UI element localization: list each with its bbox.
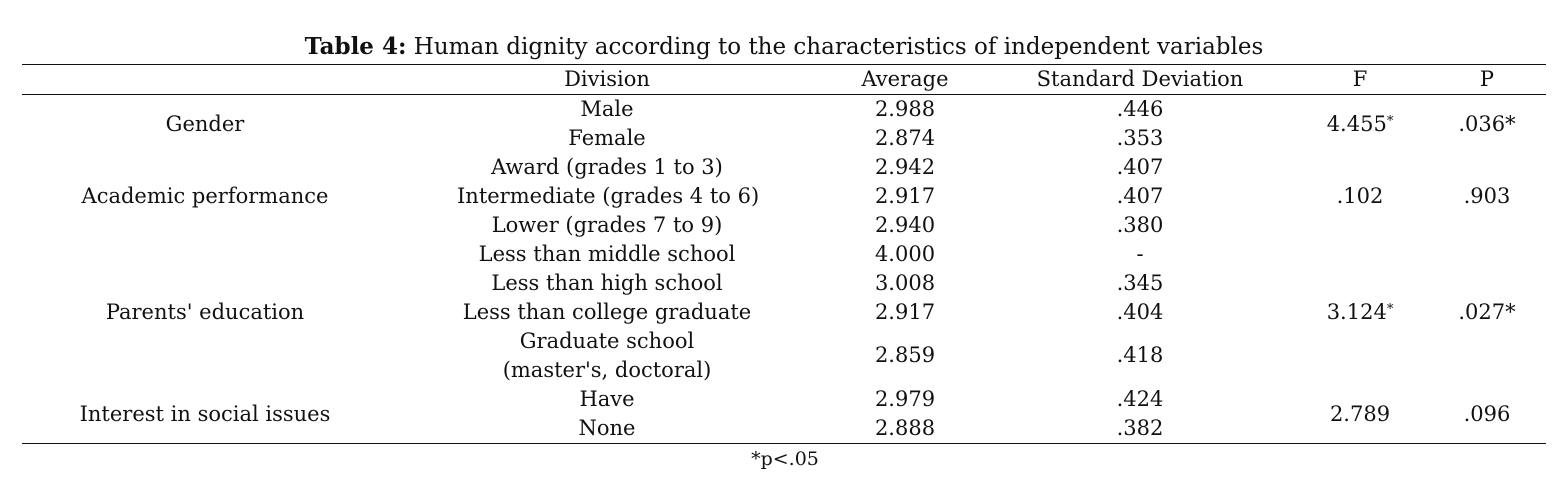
f-value-academic-performance: .102 (1310, 182, 1410, 211)
column-header-f: F (1352, 67, 1368, 91)
p-value: .027 (1458, 300, 1506, 324)
p-value-academic-performance: .903 (1437, 182, 1537, 211)
sd-cell: .353 (1116, 126, 1164, 150)
average-cell: 2.942 (874, 155, 936, 179)
division-cell: Less than college graduate (462, 300, 752, 324)
table-caption: Table 4: Human dignity according to the … (0, 32, 1568, 62)
sd-cell: .345 (1116, 271, 1164, 295)
division-cell: Have (579, 387, 635, 411)
average-cell: 2.940 (874, 213, 936, 237)
sd-cell: .407 (1116, 184, 1164, 208)
division-cell: Intermediate (grades 4 to 6) (457, 184, 760, 208)
f-value-gender: 4.455* (1310, 110, 1410, 139)
p-value-gender: .036* (1437, 110, 1537, 139)
division-cell: Less than middle school (478, 242, 736, 266)
f-value: .102 (1336, 184, 1384, 208)
average-cell: 2.917 (874, 300, 936, 324)
sd-cell: .407 (1116, 155, 1164, 179)
average-cell: 3.008 (874, 271, 936, 295)
division-cell: Graduate school (519, 329, 695, 353)
sd-cell: .418 (1116, 343, 1164, 367)
header-rule (22, 94, 1546, 95)
f-value: 2.789 (1329, 402, 1391, 426)
group-label-academic-performance: Academic performance (81, 184, 329, 208)
average-cell: 2.917 (874, 184, 936, 208)
column-header-division: Division (564, 67, 650, 91)
f-value-parents-education: 3.124* (1310, 298, 1410, 327)
p-value-parents-education: .027* (1437, 298, 1537, 327)
top-rule (22, 64, 1546, 65)
column-header-sd: Standard Deviation (1036, 67, 1244, 91)
table-caption-label: Table 4: (304, 33, 407, 60)
sd-cell: .404 (1116, 300, 1164, 324)
average-cell: 2.859 (874, 343, 936, 367)
average-cell: 4.000 (874, 242, 936, 266)
column-header-average: Average (861, 67, 949, 91)
group-label-interest-in-social-issues: Interest in social issues (79, 402, 331, 426)
division-cell: Lower (grades 7 to 9) (491, 213, 723, 237)
sd-cell: - (1136, 242, 1144, 266)
f-value: 4.455 (1326, 112, 1387, 136)
significance-mark: * (1505, 300, 1516, 324)
sd-cell: .424 (1116, 387, 1164, 411)
f-value-interest-in-social-issues: 2.789 (1310, 400, 1410, 429)
p-value-interest-in-social-issues: .096 (1437, 400, 1537, 429)
table-footnote: *p<.05 (751, 448, 819, 470)
group-label-gender: Gender (165, 112, 245, 136)
p-value: .036 (1458, 112, 1506, 136)
p-value: .096 (1463, 402, 1511, 426)
division-cell: Award (grades 1 to 3) (491, 155, 723, 179)
average-cell: 2.874 (874, 126, 936, 150)
division-cell: Female (568, 126, 646, 150)
p-value: .903 (1463, 184, 1511, 208)
significance-mark: * (1386, 302, 1394, 317)
significance-mark: * (1386, 114, 1394, 129)
column-header-p: P (1479, 67, 1495, 91)
division-cell: Male (580, 97, 634, 121)
bottom-rule (22, 443, 1546, 444)
average-cell: 2.888 (874, 416, 936, 440)
group-label-parents-education: Parents' education (105, 300, 305, 324)
sd-cell: .380 (1116, 213, 1164, 237)
division-cell: Less than high school (491, 271, 723, 295)
average-cell: 2.979 (874, 387, 936, 411)
division-cell-line2: (master's, doctoral) (502, 358, 712, 382)
table-caption-text: Human dignity according to the character… (406, 34, 1264, 60)
average-cell: 2.988 (874, 97, 936, 121)
sd-cell: .446 (1116, 97, 1164, 121)
sd-cell: .382 (1116, 416, 1164, 440)
division-cell: None (578, 416, 636, 440)
f-value: 3.124 (1326, 300, 1387, 324)
significance-mark: * (1505, 112, 1516, 136)
